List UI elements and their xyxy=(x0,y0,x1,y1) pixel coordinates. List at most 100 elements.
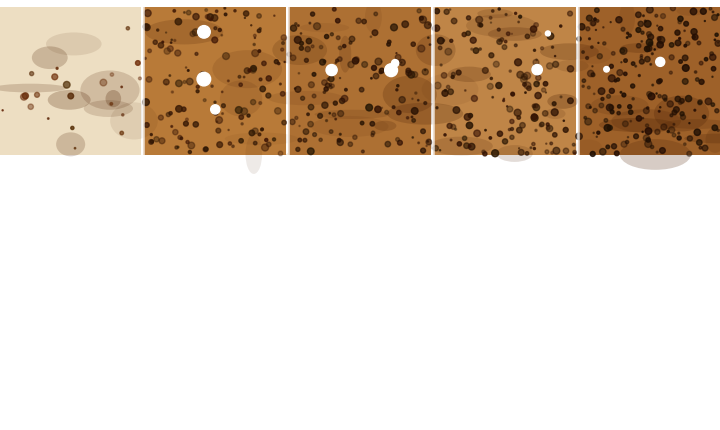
Ellipse shape xyxy=(209,354,233,399)
Ellipse shape xyxy=(504,258,508,266)
Circle shape xyxy=(624,73,627,77)
Ellipse shape xyxy=(624,275,630,283)
Circle shape xyxy=(640,57,642,60)
Circle shape xyxy=(644,22,651,28)
Circle shape xyxy=(626,38,628,39)
Circle shape xyxy=(203,148,208,152)
Circle shape xyxy=(210,19,212,22)
Circle shape xyxy=(359,88,364,93)
Ellipse shape xyxy=(145,216,164,261)
Circle shape xyxy=(265,139,268,142)
Circle shape xyxy=(361,151,364,154)
Circle shape xyxy=(184,122,189,127)
Circle shape xyxy=(471,49,473,51)
Circle shape xyxy=(695,72,697,74)
Circle shape xyxy=(68,94,73,100)
Ellipse shape xyxy=(241,273,248,281)
Circle shape xyxy=(492,11,494,13)
Circle shape xyxy=(476,17,482,24)
Circle shape xyxy=(428,25,430,26)
Circle shape xyxy=(295,87,301,93)
Circle shape xyxy=(603,43,606,46)
Circle shape xyxy=(309,23,311,25)
Circle shape xyxy=(449,10,451,11)
Circle shape xyxy=(631,85,635,89)
Circle shape xyxy=(336,37,340,40)
Circle shape xyxy=(169,76,171,77)
Circle shape xyxy=(646,138,650,143)
Circle shape xyxy=(211,86,213,88)
Ellipse shape xyxy=(238,172,260,206)
Circle shape xyxy=(532,65,542,76)
Circle shape xyxy=(296,148,300,152)
Circle shape xyxy=(175,19,181,26)
Circle shape xyxy=(464,144,469,149)
Circle shape xyxy=(171,126,173,128)
Circle shape xyxy=(518,16,521,19)
Ellipse shape xyxy=(106,91,121,108)
Ellipse shape xyxy=(64,154,86,191)
Circle shape xyxy=(22,94,29,100)
Circle shape xyxy=(266,143,271,147)
Circle shape xyxy=(28,105,33,110)
Circle shape xyxy=(672,111,677,116)
Circle shape xyxy=(485,130,486,132)
Circle shape xyxy=(684,22,688,27)
Circle shape xyxy=(657,43,663,49)
Circle shape xyxy=(362,20,366,25)
Circle shape xyxy=(157,30,159,32)
Ellipse shape xyxy=(22,149,45,197)
Ellipse shape xyxy=(110,103,158,140)
Circle shape xyxy=(204,147,208,152)
Circle shape xyxy=(188,143,194,150)
Circle shape xyxy=(144,58,146,60)
Ellipse shape xyxy=(178,197,184,203)
Circle shape xyxy=(450,40,453,43)
Circle shape xyxy=(590,21,595,27)
Circle shape xyxy=(609,65,613,69)
Ellipse shape xyxy=(597,196,604,205)
Circle shape xyxy=(444,135,446,137)
Circle shape xyxy=(234,11,236,13)
Circle shape xyxy=(251,26,252,27)
Ellipse shape xyxy=(277,239,299,286)
Circle shape xyxy=(163,80,169,86)
Circle shape xyxy=(225,14,227,17)
Circle shape xyxy=(330,85,334,89)
Circle shape xyxy=(627,137,629,138)
Circle shape xyxy=(279,84,282,86)
Ellipse shape xyxy=(42,160,66,197)
Circle shape xyxy=(126,28,130,31)
Circle shape xyxy=(505,41,507,44)
Circle shape xyxy=(176,106,182,113)
Circle shape xyxy=(56,68,58,70)
Circle shape xyxy=(567,98,573,104)
Circle shape xyxy=(518,148,520,149)
Ellipse shape xyxy=(217,389,225,398)
Circle shape xyxy=(466,32,470,37)
Ellipse shape xyxy=(103,216,131,256)
Circle shape xyxy=(212,38,217,44)
Circle shape xyxy=(166,113,171,117)
Circle shape xyxy=(171,92,174,94)
Ellipse shape xyxy=(413,199,418,208)
Circle shape xyxy=(563,149,569,154)
Circle shape xyxy=(593,109,598,114)
Ellipse shape xyxy=(440,369,476,417)
Circle shape xyxy=(148,50,151,54)
Circle shape xyxy=(248,70,251,73)
Circle shape xyxy=(397,141,402,146)
Circle shape xyxy=(656,94,657,95)
Ellipse shape xyxy=(611,110,681,134)
Circle shape xyxy=(712,12,714,14)
Ellipse shape xyxy=(466,193,473,201)
Circle shape xyxy=(306,39,312,45)
Circle shape xyxy=(709,8,712,11)
Circle shape xyxy=(273,138,276,141)
Circle shape xyxy=(521,75,528,81)
Ellipse shape xyxy=(367,393,376,403)
Circle shape xyxy=(298,74,300,75)
Circle shape xyxy=(193,123,199,128)
Circle shape xyxy=(468,144,475,150)
Circle shape xyxy=(510,136,514,140)
